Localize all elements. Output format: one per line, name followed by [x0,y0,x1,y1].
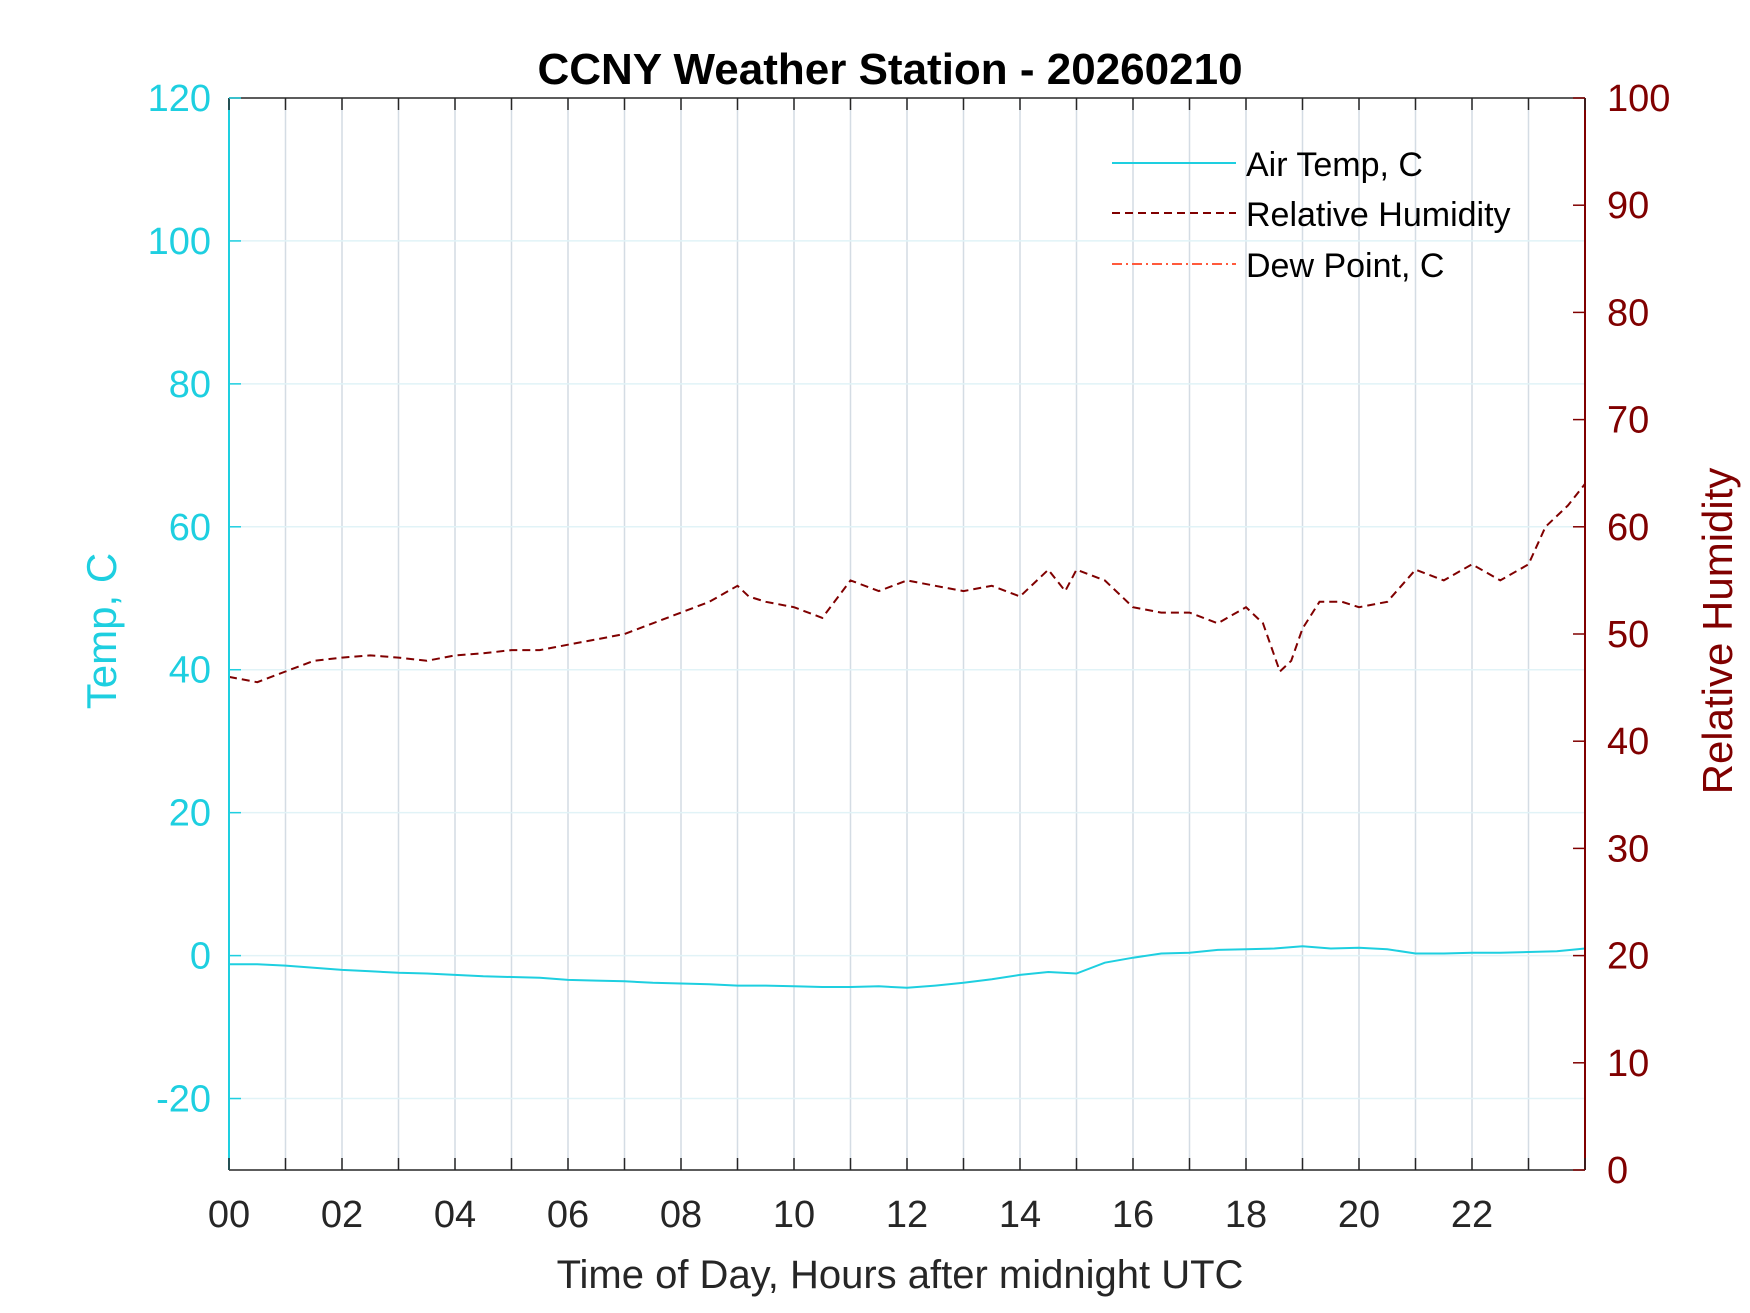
x-tick-label: 04 [434,1194,476,1236]
axes [228,97,1586,1171]
x-tick-label: 02 [321,1194,363,1236]
y-right-tick-label: 80 [1607,292,1649,334]
x-tick-label: 10 [773,1194,815,1236]
y-right-tick-label: 40 [1607,721,1649,763]
y-axis-label-left: Temp, C [78,553,125,709]
y-left-tick-label: 80 [169,364,211,406]
x-tick-label: 18 [1225,1194,1267,1236]
series-line-air-temp-c [229,945,1586,989]
x-tick-label: 16 [1112,1194,1154,1236]
grid-lines [229,98,1585,1170]
series-line-relative-humidity [228,483,1586,684]
y-axis-label-right: Relative Humidity [1694,468,1741,795]
chart-title: CCNY Weather Station - 20260210 [537,45,1242,94]
y-right-tick-label: 30 [1607,828,1649,870]
x-tick-label: 08 [660,1194,702,1236]
y-right-tick-label: 60 [1607,507,1649,549]
legend-label-dew-point: Dew Point, C [1246,247,1444,285]
y-right-tick-label: 20 [1607,936,1649,978]
y-left-tick-label: 0 [190,936,211,978]
y-right-tick-label: 0 [1607,1150,1628,1192]
y-left-tick-label: 20 [169,793,211,835]
x-axis-label: Time of Day, Hours after midnight UTC [557,1253,1244,1297]
y-right-tick-label: 50 [1607,614,1649,656]
legend-label-air-temp: Air Temp, C [1246,146,1423,184]
x-tick-label: 00 [208,1194,250,1236]
legend: Air Temp, C Relative Humidity Dew Point,… [1112,146,1511,285]
y-left-tick-label: 60 [169,507,211,549]
y-left-tick-label: 100 [148,221,211,263]
series-lines [228,483,1586,989]
y-right-tick-label: 70 [1607,400,1649,442]
x-tick-label: 12 [886,1194,928,1236]
tick-labels: 00 02 04 06 08 10 12 14 16 18 20 22-200204060801001… [148,78,1671,1236]
y-right-tick-label: 90 [1607,185,1649,227]
y-left-tick-label: 120 [148,78,211,120]
x-tick-label: 22 [1451,1194,1493,1236]
x-tick-label: 20 [1338,1194,1380,1236]
x-tick-label: 06 [547,1194,589,1236]
x-tick-label: 14 [999,1194,1041,1236]
y-left-tick-label: 40 [169,650,211,692]
legend-label-relative-humidity: Relative Humidity [1246,196,1511,234]
y-right-tick-label: 100 [1607,78,1670,120]
y-left-tick-label: -20 [156,1079,211,1121]
y-right-tick-label: 10 [1607,1043,1649,1085]
